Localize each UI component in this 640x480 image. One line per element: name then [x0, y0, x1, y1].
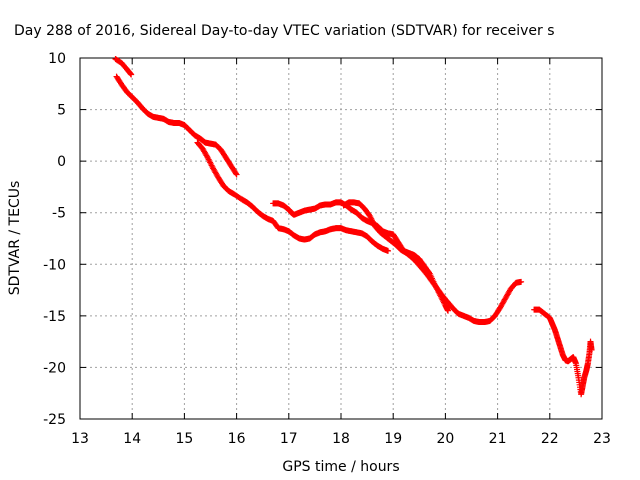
x-tick-label: 16 [228, 431, 246, 447]
y-tick-label: -15 [43, 309, 66, 325]
x-tick-label: 18 [332, 431, 350, 447]
y-tick-label: 0 [57, 154, 66, 170]
x-tick-label: 19 [384, 431, 402, 447]
y-axis-label: SDTVAR / TECUs [7, 181, 23, 296]
grid-lines [80, 58, 602, 419]
x-tick-label: 21 [489, 431, 507, 447]
data-point [518, 278, 525, 285]
chart-title: Day 288 of 2016, Sidereal Day-to-day VTE… [14, 23, 555, 39]
x-axis-label: GPS time / hours [282, 459, 399, 475]
y-tick-label: -25 [43, 412, 66, 428]
series-track-b [113, 73, 240, 178]
data-point [233, 171, 240, 178]
series-track-f [531, 306, 595, 398]
y-tick-label: -5 [52, 206, 66, 222]
series-track-e [340, 199, 525, 326]
x-tick-label: 15 [175, 431, 193, 447]
series-track-a [112, 56, 135, 78]
x-tick-label: 23 [593, 431, 611, 447]
series-track-d [270, 199, 452, 314]
y-tick-label: -10 [43, 257, 66, 273]
y-tick-label: -20 [43, 360, 66, 376]
y-tick-label: 10 [48, 51, 66, 67]
data-points [112, 56, 595, 398]
series-track-c [194, 139, 391, 254]
data-point [384, 247, 391, 254]
data-point [445, 307, 452, 314]
x-tick-label: 17 [280, 431, 298, 447]
x-tick-label: 13 [71, 431, 89, 447]
x-tick-label: 14 [123, 431, 141, 447]
data-point [128, 71, 135, 78]
x-tick-label: 22 [541, 431, 559, 447]
data-point [588, 346, 595, 353]
y-tick-label: 5 [57, 103, 66, 119]
data-point [232, 170, 239, 177]
x-tick-label: 20 [436, 431, 454, 447]
axis-ticks: 13 14 15 16 17 18 19 20 21 22 23 10 5 0 -5 -10 -15 -20 -25 [43, 51, 611, 447]
